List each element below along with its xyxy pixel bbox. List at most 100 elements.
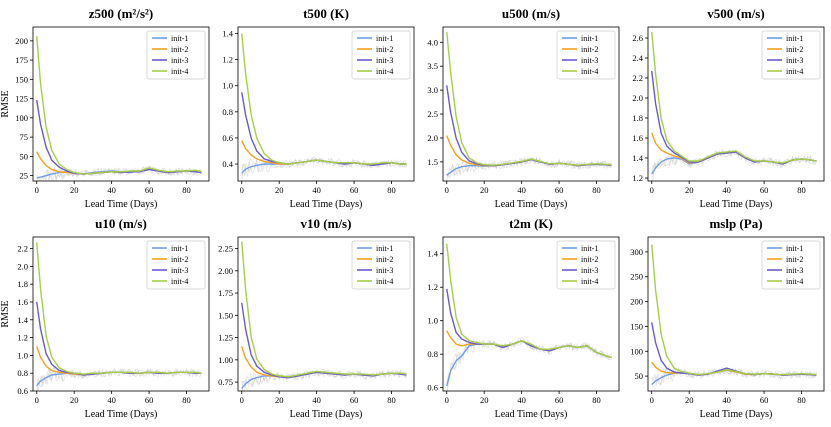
y-tick-label: 2.0 bbox=[17, 261, 28, 271]
legend: init-1 init-2 init-3 init-4 bbox=[556, 30, 616, 80]
legend-label: init-3 bbox=[786, 266, 803, 275]
x-tick-label: 20 bbox=[275, 395, 284, 405]
y-tick-label: 1.0 bbox=[17, 350, 28, 360]
legend-label: init-1 bbox=[581, 34, 598, 43]
axes-frame bbox=[32, 236, 210, 392]
x-tick-label: 80 bbox=[182, 395, 191, 405]
y-tick-label: 2.00 bbox=[218, 266, 233, 276]
y-tick-label: 0.75 bbox=[218, 377, 233, 387]
x-tick-label: 20 bbox=[480, 185, 489, 195]
background-trace bbox=[241, 157, 407, 177]
y-tick-label: 175 bbox=[15, 55, 28, 65]
axes-frame bbox=[237, 26, 415, 182]
x-tick-label: 60 bbox=[555, 395, 564, 405]
y-tick-label: 0.8 bbox=[427, 349, 438, 359]
y-tick-label: 2.0 bbox=[427, 133, 438, 143]
axes-frame bbox=[32, 26, 210, 182]
y-tick-label: 1.4 bbox=[17, 315, 28, 325]
legend-box bbox=[556, 30, 616, 80]
y-tick-label: 0.4 bbox=[222, 159, 233, 169]
x-axis-label: Lead Time (Days) bbox=[290, 409, 363, 420]
x-tick-label: 40 bbox=[312, 185, 321, 195]
y-tick-label: 1.6 bbox=[17, 297, 28, 307]
y-tick-label: 2.25 bbox=[218, 244, 233, 254]
x-tick-label: 40 bbox=[517, 395, 526, 405]
y-tick-label: 1.2 bbox=[427, 282, 438, 292]
y-tick-label: 125 bbox=[15, 94, 28, 104]
series-line-init-4 bbox=[651, 244, 817, 376]
legend-label: init-2 bbox=[581, 255, 598, 264]
x-tick-label: 60 bbox=[760, 185, 769, 195]
y-tick-label: 1.4 bbox=[632, 153, 643, 163]
x-tick-label: 80 bbox=[182, 185, 191, 195]
background-trace bbox=[38, 165, 202, 181]
series-line-init-4 bbox=[241, 33, 407, 165]
legend-label: init-3 bbox=[581, 266, 598, 275]
legend-label: init-4 bbox=[786, 277, 803, 286]
subplot-6: 0 20 40 60 80 0.75 1.00 1.25 1.50 1.75 2.00 2.25 v10… bbox=[218, 216, 415, 420]
series-line-init-3 bbox=[36, 99, 202, 175]
legend-label: init-1 bbox=[376, 244, 393, 253]
x-tick-label: 0 bbox=[650, 395, 654, 405]
series-line-init-3 bbox=[446, 85, 612, 167]
y-tick-label: 2.5 bbox=[427, 109, 438, 119]
y-tick-label: 1.4 bbox=[427, 249, 438, 259]
y-tick-label: 2.4 bbox=[632, 53, 643, 63]
x-tick-label: 20 bbox=[685, 395, 694, 405]
axes-frame bbox=[442, 236, 620, 392]
legend-label: init-3 bbox=[171, 56, 188, 65]
legend-label: init-4 bbox=[581, 277, 598, 286]
legend: init-1 init-2 init-3 init-4 bbox=[761, 240, 821, 290]
y-tick-label: 100 bbox=[15, 113, 28, 123]
y-tick-label: 1.0 bbox=[222, 81, 233, 91]
subplot-title: v10 (m/s) bbox=[301, 216, 352, 231]
legend-box bbox=[146, 30, 206, 80]
subplot-title: z500 (m²/s²) bbox=[89, 6, 153, 21]
x-tick-label: 40 bbox=[107, 395, 116, 405]
y-tick-label: 1.50 bbox=[218, 310, 233, 320]
y-tick-label: 200 bbox=[630, 297, 643, 307]
y-tick-label: 2.0 bbox=[632, 93, 643, 103]
x-tick-label: 80 bbox=[387, 185, 396, 195]
series-line-init-4 bbox=[651, 31, 817, 164]
series-line-init-3 bbox=[651, 322, 817, 376]
legend-label: init-2 bbox=[376, 255, 393, 264]
x-tick-label: 40 bbox=[722, 395, 731, 405]
y-tick-label: 1.6 bbox=[632, 133, 643, 143]
series-line-init-3 bbox=[651, 70, 817, 165]
subplot-1: 0 20 40 60 80 25 50 75 100 125 150 175 200 z500 (m²/s… bbox=[0, 6, 210, 210]
legend-label: init-4 bbox=[376, 277, 393, 286]
x-tick-label: 60 bbox=[145, 395, 154, 405]
y-tick-label: 3.5 bbox=[427, 61, 438, 71]
y-tick-label: 150 bbox=[630, 321, 643, 331]
y-tick-label: 1.5 bbox=[427, 157, 438, 167]
y-tick-label: 3.0 bbox=[427, 85, 438, 95]
x-axis-label: Lead Time (Days) bbox=[700, 409, 773, 420]
subplot-title: mslp (Pa) bbox=[709, 216, 762, 231]
legend-label: init-2 bbox=[171, 45, 188, 54]
series-line-init-3 bbox=[241, 302, 407, 379]
background-traces bbox=[446, 155, 612, 181]
x-axis-label: Lead Time (Days) bbox=[290, 199, 363, 210]
subplot-title: t500 (K) bbox=[303, 6, 349, 21]
x-tick-label: 80 bbox=[797, 185, 806, 195]
x-tick-label: 20 bbox=[275, 185, 284, 195]
x-tick-label: 20 bbox=[70, 185, 79, 195]
x-tick-label: 80 bbox=[592, 185, 601, 195]
legend: init-1 init-2 init-3 init-4 bbox=[351, 240, 411, 290]
series-line-init-4 bbox=[446, 31, 612, 166]
legend: init-1 init-2 init-3 init-4 bbox=[556, 240, 616, 290]
legend: init-1 init-2 init-3 init-4 bbox=[146, 240, 206, 290]
legend-label: init-4 bbox=[376, 67, 393, 76]
y-tick-label: 1.0 bbox=[427, 316, 438, 326]
legend: init-1 init-2 init-3 init-4 bbox=[351, 30, 411, 80]
y-tick-label: 4.0 bbox=[427, 37, 438, 47]
legend-box bbox=[761, 30, 821, 80]
series-line-init-4 bbox=[36, 242, 202, 375]
y-tick-label: 75 bbox=[20, 132, 29, 142]
legend-label: init-3 bbox=[786, 56, 803, 65]
legend-label: init-3 bbox=[376, 266, 393, 275]
subplot-title: t2m (K) bbox=[509, 216, 553, 231]
